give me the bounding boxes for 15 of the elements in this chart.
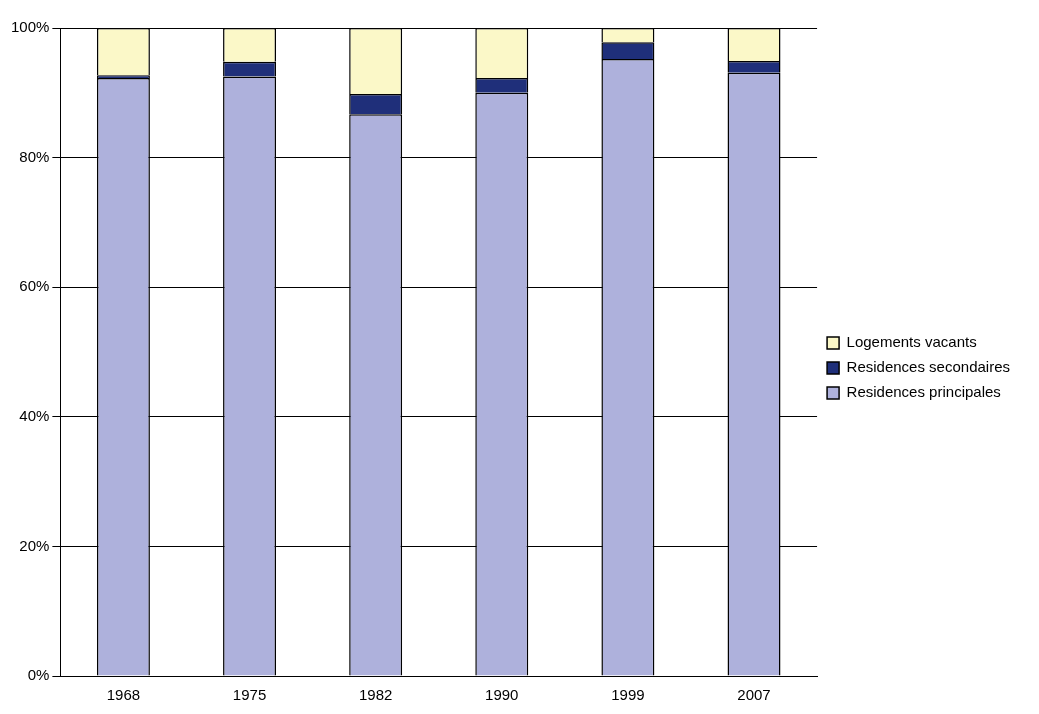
x-tick-label: 2007 <box>737 686 771 704</box>
y-tick-label: 20% <box>19 536 50 554</box>
x-tick-label: 1982 <box>358 686 393 704</box>
y-tick-label: 0% <box>27 666 50 684</box>
legend-label: Logements vacants <box>846 333 977 351</box>
x-tick-label: 1968 <box>106 686 141 704</box>
y-tick-label: 60% <box>19 277 50 295</box>
x-tick-label: 1975 <box>232 686 267 704</box>
y-tick-label: 40% <box>19 406 50 424</box>
y-tick-label: 100% <box>10 18 50 36</box>
x-tick-label: 1999 <box>611 686 645 704</box>
legend-label: Residences principales <box>846 383 1001 401</box>
y-tick-label: 80% <box>19 147 50 165</box>
legend-label: Residences secondaires <box>846 358 1011 376</box>
x-tick-label: 1990 <box>485 686 519 704</box>
